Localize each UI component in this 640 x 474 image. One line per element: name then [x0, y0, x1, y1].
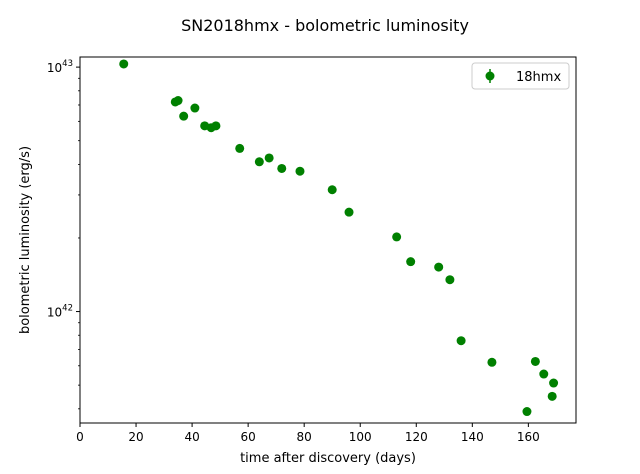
data-point	[190, 103, 200, 113]
x-tick-label: 80	[297, 430, 312, 444]
data-point	[264, 153, 274, 163]
data-point	[295, 166, 305, 176]
data-point	[119, 59, 129, 69]
data-point	[327, 185, 337, 195]
legend-label: 18hmx	[516, 70, 561, 85]
x-tick-label: 160	[517, 430, 540, 444]
data-point	[235, 143, 245, 153]
y-axis-label: bolometric luminosity (erg/s)	[18, 146, 33, 334]
data-point	[530, 356, 540, 366]
axis-ticks: 0 20 40 60 80 100 120 140 160 1042 1043	[47, 59, 540, 444]
x-tick-label: 60	[240, 430, 255, 444]
legend: 18hmx	[471, 62, 570, 90]
x-tick-label: 140	[461, 430, 484, 444]
data-point	[173, 96, 183, 106]
data-point	[211, 121, 221, 131]
data-point	[445, 275, 455, 285]
data-point	[406, 257, 416, 267]
data-point	[434, 262, 444, 272]
plot-area	[119, 59, 559, 417]
data-point	[277, 163, 287, 173]
data-point	[456, 336, 466, 346]
x-tick-label: 20	[128, 430, 143, 444]
legend-box	[471, 62, 570, 90]
data-point	[487, 357, 497, 367]
data-point	[254, 157, 264, 167]
y-tick-label: 1042	[47, 304, 73, 320]
x-tick-label: 40	[184, 430, 199, 444]
data-point	[179, 111, 189, 121]
axes-frame	[79, 56, 577, 424]
x-tick-label: 100	[349, 430, 372, 444]
x-tick-label: 0	[76, 430, 84, 444]
data-point	[522, 407, 532, 417]
legend-marker	[485, 71, 495, 81]
x-tick-label: 120	[405, 430, 428, 444]
data-point	[539, 369, 549, 379]
data-point	[549, 378, 559, 388]
data-point	[547, 391, 557, 401]
x-axis-label: time after discovery (days)	[240, 451, 416, 466]
data-point	[392, 232, 402, 242]
data-point	[344, 207, 354, 217]
y-tick-label: 1043	[47, 59, 73, 75]
chart-title: SN2018hmx - bolometric luminosity	[181, 16, 469, 35]
